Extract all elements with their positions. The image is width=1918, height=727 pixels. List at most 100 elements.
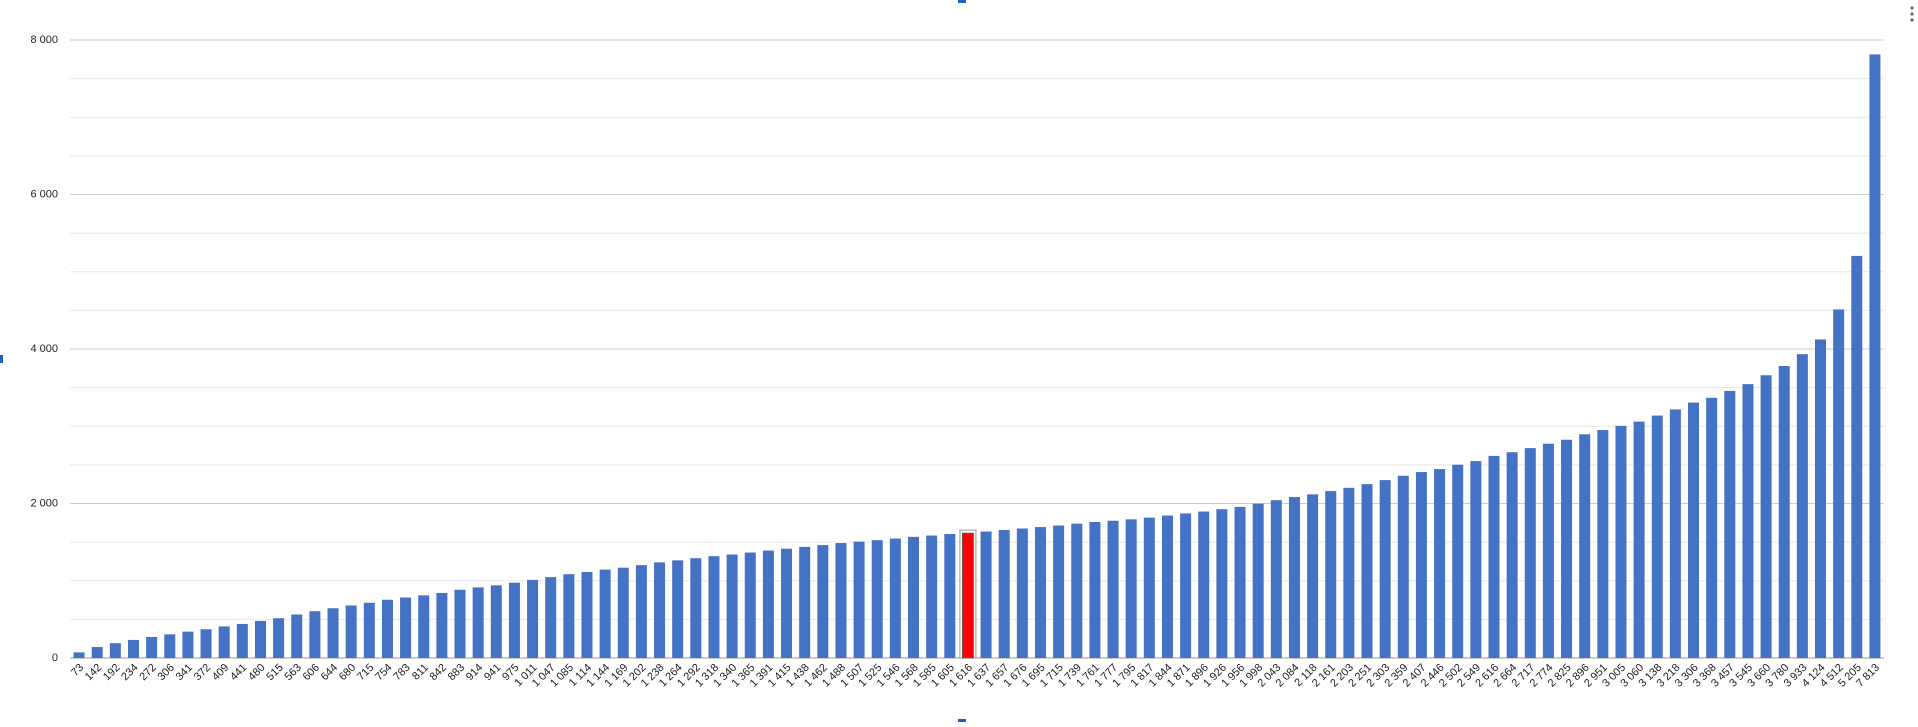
bar <box>690 558 702 658</box>
y-tick-label: 2 000 <box>30 497 58 509</box>
bar <box>563 574 575 658</box>
bar <box>1180 513 1192 658</box>
bar <box>1488 455 1500 658</box>
x-tick-label: 644 <box>319 662 340 683</box>
bar <box>1397 475 1409 658</box>
bar <box>327 608 339 658</box>
bar <box>381 599 393 658</box>
bar <box>1651 415 1663 658</box>
bar <box>254 620 266 658</box>
bar <box>635 565 647 658</box>
bar <box>1561 439 1573 658</box>
x-tick-label: 192 <box>101 662 122 683</box>
selection-handle <box>958 0 966 3</box>
bar <box>1815 339 1827 658</box>
x-tick-label: 941 <box>482 662 503 683</box>
bar <box>1252 503 1264 658</box>
bar <box>1542 443 1554 658</box>
bar <box>672 560 684 658</box>
bar <box>127 639 139 658</box>
x-tick-label: 306 <box>155 662 176 683</box>
bar <box>581 571 593 658</box>
bar <box>980 531 992 658</box>
bar <box>1524 448 1536 658</box>
bar <box>182 631 194 658</box>
dot <box>1910 12 1914 16</box>
y-tick-label: 8 000 <box>30 34 58 46</box>
bar <box>273 618 285 658</box>
bar <box>1053 525 1065 658</box>
bar <box>853 541 865 658</box>
bar <box>926 535 938 658</box>
bar <box>1669 409 1681 658</box>
bar <box>1125 519 1137 658</box>
bar <box>400 597 412 658</box>
menu-dots[interactable] <box>1910 6 1914 22</box>
bar <box>363 602 375 658</box>
bar <box>1234 506 1246 658</box>
x-tick-label: 811 <box>410 662 431 683</box>
bar <box>1307 494 1319 658</box>
bar <box>164 634 176 658</box>
bar <box>998 529 1010 658</box>
x-tick-label: 234 <box>119 662 140 683</box>
bar <box>508 582 520 658</box>
bar <box>871 540 883 658</box>
x-tick-label: 754 <box>373 662 394 683</box>
bar <box>109 643 121 658</box>
bar <box>91 647 103 658</box>
bar <box>1833 309 1845 658</box>
x-tick-label: 783 <box>391 662 412 683</box>
x-tick-label: 272 <box>137 662 158 683</box>
bar <box>1198 511 1210 658</box>
bar <box>291 614 303 658</box>
bar <box>1615 425 1627 658</box>
bar <box>1579 434 1591 658</box>
bar <box>146 636 158 658</box>
y-tick-label: 6 000 <box>30 188 58 200</box>
x-tick-label: 480 <box>246 662 267 683</box>
bar <box>1071 523 1083 658</box>
bar <box>799 546 811 658</box>
bar <box>744 552 756 658</box>
x-tick-label: 372 <box>192 662 213 683</box>
dot <box>1910 6 1914 10</box>
bar <box>1760 375 1772 658</box>
bar <box>236 623 248 658</box>
bar <box>1034 527 1046 658</box>
bar <box>908 536 920 658</box>
bar <box>817 545 829 658</box>
bar <box>1506 452 1518 658</box>
bar <box>472 587 484 658</box>
bar <box>309 611 321 658</box>
bar <box>1688 402 1700 658</box>
bar <box>889 538 901 658</box>
bar <box>654 562 666 658</box>
bar <box>436 592 448 658</box>
bar <box>1851 255 1863 658</box>
x-tick-label: 606 <box>301 662 322 683</box>
bar <box>1869 54 1881 659</box>
bar <box>1288 497 1300 658</box>
bar <box>617 567 629 658</box>
x-tick-label: 409 <box>210 662 231 683</box>
bar <box>490 585 502 658</box>
bar <box>1724 390 1736 658</box>
bar <box>454 589 466 658</box>
bar <box>345 605 357 658</box>
x-tick-label: 715 <box>355 662 376 683</box>
bar <box>1270 500 1282 658</box>
bar <box>1343 487 1355 658</box>
bar <box>835 543 847 658</box>
bar <box>1361 484 1373 658</box>
y-tick-label: 0 <box>52 652 58 664</box>
bar <box>1470 461 1482 658</box>
x-tick-label: 563 <box>282 662 303 683</box>
bar <box>1107 520 1119 658</box>
bar <box>1016 528 1028 658</box>
bar <box>1089 521 1101 658</box>
bar <box>527 579 539 658</box>
x-tick-label: 914 <box>464 662 485 683</box>
bar <box>1597 430 1609 658</box>
